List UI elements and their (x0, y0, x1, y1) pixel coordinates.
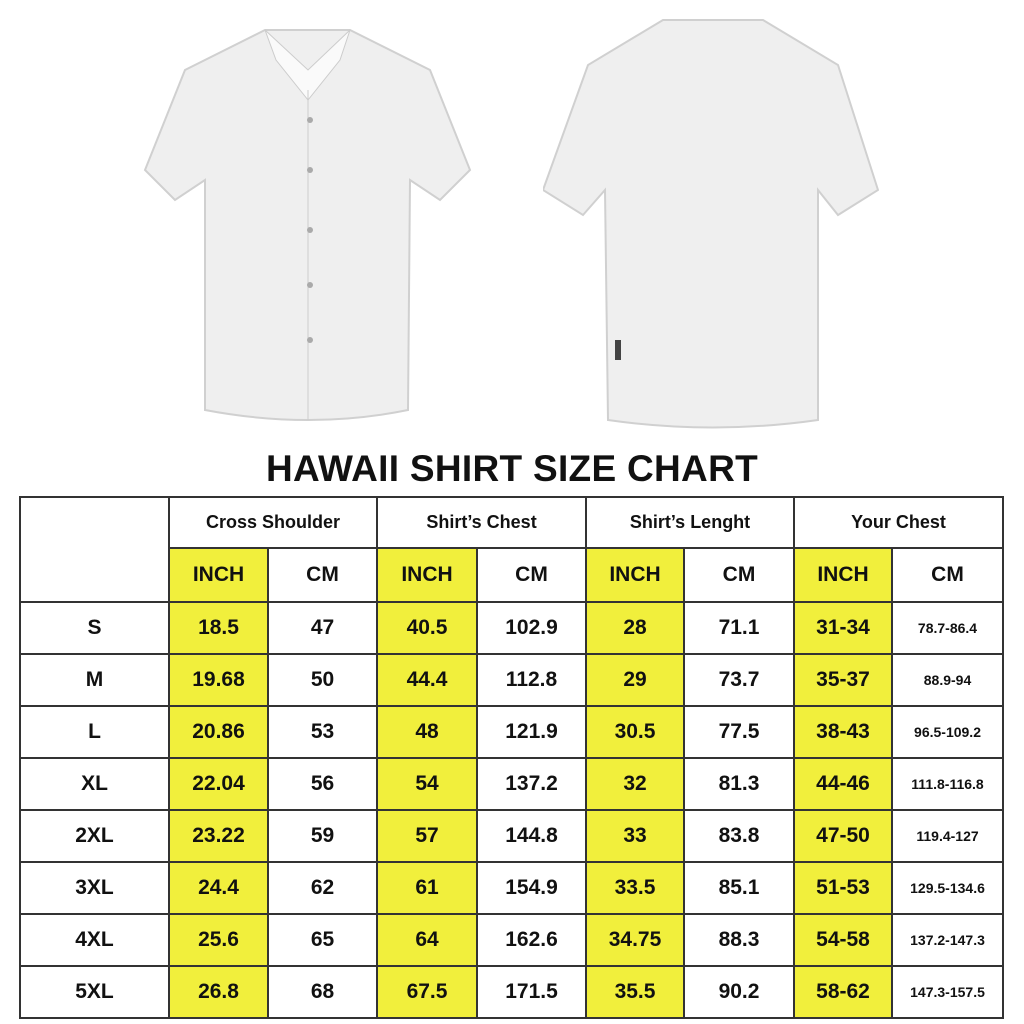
cm-value: 53 (267, 705, 378, 759)
size-chart-table: Cross Shoulder Shirt’s Chest Shirt’s Len… (19, 496, 1005, 1019)
cm-value: 59 (267, 809, 378, 863)
cm-value: 96.5-109.2 (891, 705, 1005, 759)
inch-value: 40.5 (376, 601, 478, 655)
table-row: 4XL 25.6 65 64 162.6 34.75 88.3 54-58 137.2-147.… (19, 913, 1005, 967)
size-label: L (19, 705, 170, 759)
cm-value: 111.8-116.8 (891, 757, 1005, 811)
inch-value: 29 (585, 653, 686, 707)
unit-header-inch: INCH (793, 547, 894, 603)
inch-value: 35.5 (585, 965, 686, 1019)
inch-value: 32 (585, 757, 686, 811)
cm-value: 65 (267, 913, 378, 967)
inch-value: 25.6 (168, 913, 269, 967)
cm-value: 102.9 (475, 601, 588, 655)
inch-value: 33.5 (585, 861, 686, 915)
cm-value: 137.2 (475, 757, 588, 811)
inch-value: 38-43 (793, 705, 894, 759)
inch-value: 23.22 (168, 809, 269, 863)
cm-value: 129.5-134.6 (891, 861, 1005, 915)
inch-value: 47-50 (793, 809, 894, 863)
size-label: 4XL (19, 913, 170, 967)
unit-header-cm: CM (683, 547, 796, 603)
cm-value: 78.7-86.4 (891, 601, 1005, 655)
table-row: M 19.68 50 44.4 112.8 29 73.7 35-37 88.9-94 (19, 653, 1005, 707)
size-label: M (19, 653, 170, 707)
cm-value: 137.2-147.3 (891, 913, 1005, 967)
group-header: Cross Shoulder (168, 496, 378, 549)
inch-value: 44.4 (376, 653, 478, 707)
table-row: 3XL 24.4 62 61 154.9 33.5 85.1 51-53 129.5-134.6 (19, 861, 1005, 915)
size-label: S (19, 601, 170, 655)
table-row: XL 22.04 56 54 137.2 32 81.3 44-46 111.8-116.8 (19, 757, 1005, 811)
inch-value: 58-62 (793, 965, 894, 1019)
cm-value: 83.8 (683, 809, 796, 863)
inch-value: 54 (376, 757, 478, 811)
cm-value: 77.5 (683, 705, 796, 759)
inch-value: 34.75 (585, 913, 686, 967)
inch-value: 26.8 (168, 965, 269, 1019)
inch-value: 35-37 (793, 653, 894, 707)
inch-value: 19.68 (168, 653, 269, 707)
inch-value: 28 (585, 601, 686, 655)
size-label: 5XL (19, 965, 170, 1019)
size-label: XL (19, 757, 170, 811)
shirt-back-image (543, 19, 879, 429)
inch-value: 30.5 (585, 705, 686, 759)
inch-value: 51-53 (793, 861, 894, 915)
table-row: 5XL 26.8 68 67.5 171.5 35.5 90.2 58-62 147.3-157… (19, 965, 1005, 1019)
cm-value: 121.9 (475, 705, 588, 759)
cm-value: 119.4-127 (891, 809, 1005, 863)
inch-value: 18.5 (168, 601, 269, 655)
cm-value: 171.5 (475, 965, 588, 1019)
group-header: Shirt’s Chest (375, 496, 588, 549)
corner-cell (19, 496, 170, 603)
inch-value: 67.5 (376, 965, 478, 1019)
inch-value: 54-58 (793, 913, 894, 967)
page-title: HAWAII SHIRT SIZE CHART (265, 448, 759, 489)
unit-header-inch: INCH (168, 547, 269, 603)
inch-value: 64 (376, 913, 478, 967)
cm-value: 162.6 (475, 913, 588, 967)
inch-value: 31-34 (793, 601, 894, 655)
cm-value: 154.9 (475, 861, 588, 915)
inch-value: 48 (376, 705, 478, 759)
inch-value: 20.86 (168, 705, 269, 759)
inch-value: 24.4 (168, 861, 269, 915)
cm-value: 47 (267, 601, 378, 655)
cm-value: 50 (267, 653, 378, 707)
unit-header-cm: CM (267, 547, 378, 603)
inch-value: 33 (585, 809, 686, 863)
cm-value: 56 (267, 757, 378, 811)
cm-value: 88.3 (683, 913, 796, 967)
cm-value: 90.2 (683, 965, 796, 1019)
cm-value: 147.3-157.5 (891, 965, 1005, 1019)
table-row: S 18.5 47 40.5 102.9 28 71.1 31-34 78.7-86.4 (19, 601, 1005, 655)
inch-value: 44-46 (793, 757, 894, 811)
cm-value: 73.7 (683, 653, 796, 707)
group-header: Your Chest (793, 496, 1005, 549)
shirt-front-image (143, 29, 472, 421)
cm-value: 144.8 (475, 809, 588, 863)
unit-header-cm: CM (475, 547, 588, 603)
cm-value: 71.1 (683, 601, 796, 655)
group-header: Shirt’s Lenght (585, 496, 796, 549)
table-row: 2XL 23.22 59 57 144.8 33 83.8 47-50 119.4-127 (19, 809, 1005, 863)
inch-value: 57 (376, 809, 478, 863)
inch-value: 22.04 (168, 757, 269, 811)
unit-header-cm: CM (891, 547, 1005, 603)
table-row: L 20.86 53 48 121.9 30.5 77.5 38-43 96.5-109.2 (19, 705, 1005, 759)
cm-value: 85.1 (683, 861, 796, 915)
cm-value: 88.9-94 (891, 653, 1005, 707)
cm-value: 112.8 (475, 653, 588, 707)
size-label: 2XL (19, 809, 170, 863)
cm-value: 62 (267, 861, 378, 915)
inch-value: 61 (376, 861, 478, 915)
unit-header-inch: INCH (376, 547, 478, 603)
cm-value: 68 (267, 965, 378, 1019)
unit-header-inch: INCH (585, 547, 686, 603)
size-label: 3XL (19, 861, 170, 915)
cm-value: 81.3 (683, 757, 796, 811)
